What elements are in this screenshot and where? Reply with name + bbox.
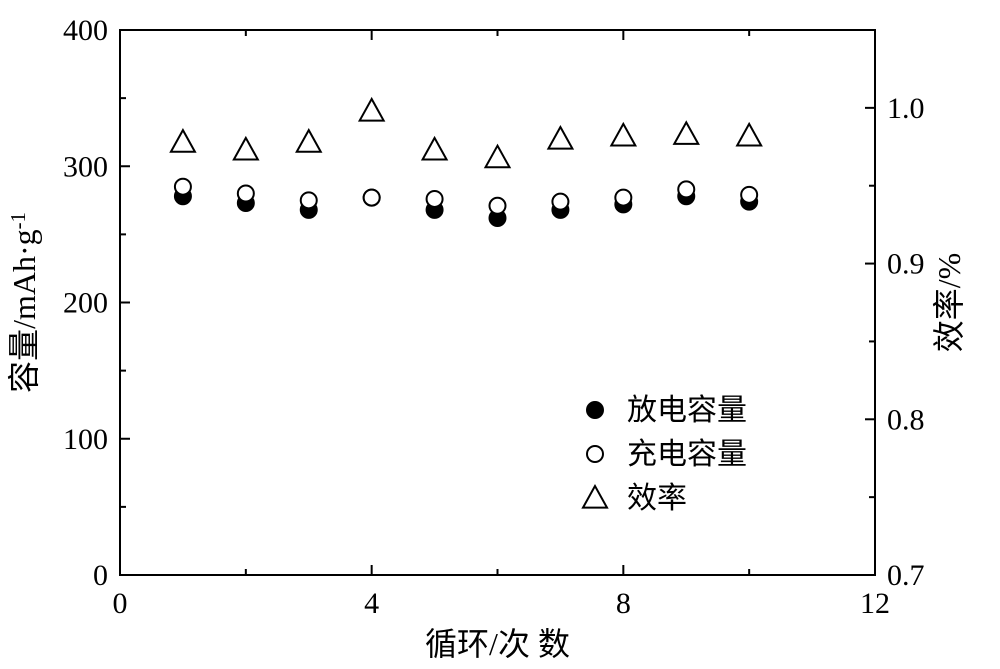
chart-container: 0 4 8 12 0 100 200 300 400 0.7 0.8 0.9 1.0 循环/次 数 容量/m…	[0, 0, 1000, 669]
x-tick-label: 12	[860, 587, 890, 620]
capacity-efficiency-chart: 0 4 8 12 0 100 200 300 400 0.7 0.8 0.9 1.0 循环/次 数 容量/m…	[0, 0, 1000, 669]
y-left-tick-label: 0	[93, 559, 108, 592]
y-right-axis-label: 效率/%	[931, 253, 967, 353]
data-point	[678, 181, 694, 197]
y-right-tick-label: 0.7	[887, 559, 925, 592]
data-point	[552, 194, 568, 210]
legend-marker	[587, 446, 603, 462]
x-tick-label: 8	[616, 587, 631, 620]
data-point	[427, 191, 443, 207]
y-right-tick-label: 1.0	[887, 92, 925, 125]
data-point	[364, 190, 380, 206]
legend-marker	[587, 402, 603, 418]
x-axis-label: 循环/次 数	[425, 626, 570, 662]
legend-label: 放电容量	[627, 394, 747, 427]
x-tick-label: 4	[364, 587, 379, 620]
data-point	[615, 190, 631, 206]
y-left-tick-label: 200	[63, 287, 108, 320]
data-point	[175, 179, 191, 195]
x-tick-label: 0	[113, 587, 128, 620]
y-left-axis-label: 容量/mAh·g-1	[6, 212, 42, 393]
legend-label: 效率	[627, 482, 687, 515]
legend-label: 充电容量	[627, 438, 747, 471]
y-right-tick-label: 0.8	[887, 403, 925, 436]
data-point	[490, 198, 506, 214]
y-left-tick-label: 300	[63, 150, 108, 183]
data-point	[238, 186, 254, 202]
data-point	[741, 187, 757, 203]
y-left-tick-label: 400	[63, 14, 108, 47]
y-left-tick-label: 100	[63, 423, 108, 456]
data-point	[301, 192, 317, 208]
y-right-tick-label: 0.9	[887, 248, 925, 281]
